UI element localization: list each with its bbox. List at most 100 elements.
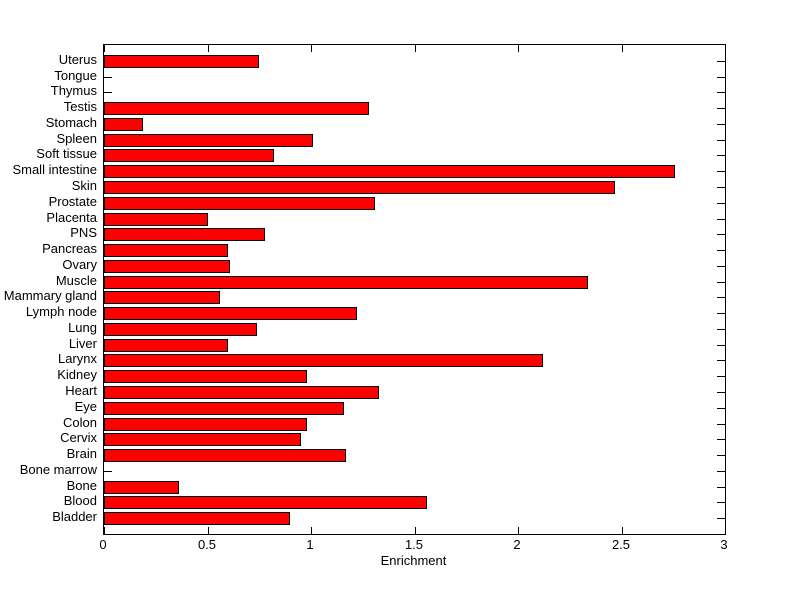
x-tick-label: 1.5 (404, 537, 424, 552)
bar (104, 339, 228, 352)
bar (104, 276, 588, 289)
plot-area (103, 44, 726, 535)
bar (104, 386, 379, 399)
y-axis-label: Small intestine (12, 162, 97, 177)
y-tick-right (717, 155, 725, 156)
y-tick-right (717, 392, 725, 393)
y-tick-right (717, 487, 725, 488)
x-tick-label: 1 (306, 537, 314, 552)
y-axis-label: Blood (63, 493, 97, 508)
y-tick-right (717, 92, 725, 93)
y-tick-right (717, 502, 725, 503)
bar (104, 433, 301, 446)
x-tick-top (622, 45, 623, 52)
bar (104, 449, 346, 462)
bar (104, 291, 220, 304)
y-tick-right (717, 124, 725, 125)
bar (104, 102, 369, 115)
y-axis-label: Uterus (58, 52, 97, 67)
x-tick-bottom (725, 527, 726, 534)
y-tick-right (717, 329, 725, 330)
x-tick-label: 3 (720, 537, 728, 552)
x-tick-bottom (104, 527, 105, 534)
y-axis-label: Soft tissue (36, 146, 97, 161)
y-axis-label: Colon (63, 415, 97, 430)
x-axis-title: Enrichment (380, 553, 447, 568)
bar (104, 55, 259, 68)
y-tick-right (717, 187, 725, 188)
bar (104, 213, 208, 226)
bar (104, 149, 274, 162)
x-tick-bottom (208, 527, 209, 534)
x-tick-top (518, 45, 519, 52)
bar (104, 402, 344, 415)
y-axis-label: PNS (70, 225, 97, 240)
y-tick-right (717, 518, 725, 519)
y-tick-right (717, 282, 725, 283)
y-tick-right (717, 455, 725, 456)
y-tick-right (717, 250, 725, 251)
bar (104, 260, 230, 273)
y-tick-right (717, 108, 725, 109)
bar (104, 181, 615, 194)
bar (104, 496, 427, 509)
y-tick-right (717, 219, 725, 220)
y-tick-right (717, 140, 725, 141)
y-tick-left (104, 92, 112, 93)
bar (104, 197, 375, 210)
bar (104, 354, 543, 367)
x-tick-top (311, 45, 312, 52)
y-axis-label: Brain (66, 446, 97, 461)
x-tick-bottom (622, 527, 623, 534)
y-tick-right (717, 439, 725, 440)
y-axis-label: Bone (66, 478, 97, 493)
bar (104, 307, 357, 320)
y-axis-label: Placenta (46, 210, 97, 225)
y-tick-right (717, 360, 725, 361)
bar (104, 512, 290, 525)
x-tick-label: 2.5 (611, 537, 631, 552)
y-axis-label: Tongue (54, 68, 97, 83)
y-axis-label: Bone marrow (19, 462, 97, 477)
y-tick-right (717, 424, 725, 425)
bar (104, 418, 307, 431)
y-axis-label: Mammary gland (3, 288, 97, 303)
bar (104, 165, 675, 178)
y-axis-label: Pancreas (42, 241, 97, 256)
y-axis-label: Heart (65, 383, 97, 398)
y-axis-label: Kidney (57, 367, 97, 382)
y-axis-label: Cervix (60, 430, 97, 445)
y-tick-right (717, 345, 725, 346)
bar (104, 118, 143, 131)
x-tick-top (104, 45, 105, 52)
y-tick-right (717, 234, 725, 235)
y-axis-label: Skin (71, 178, 97, 193)
bar (104, 134, 313, 147)
x-tick-bottom (415, 527, 416, 534)
y-tick-left (104, 77, 112, 78)
y-tick-right (717, 266, 725, 267)
x-tick-label: 0.5 (197, 537, 217, 552)
bar (104, 370, 307, 383)
x-tick-bottom (311, 527, 312, 534)
y-tick-right (717, 61, 725, 62)
y-axis-label: Larynx (57, 351, 97, 366)
y-axis-label: Prostate (48, 194, 97, 209)
x-tick-bottom (518, 527, 519, 534)
y-axis-label: Eye (74, 399, 97, 414)
y-tick-right (717, 376, 725, 377)
y-tick-left (104, 471, 112, 472)
x-tick-label: 0 (99, 537, 107, 552)
y-tick-right (717, 471, 725, 472)
y-tick-right (717, 171, 725, 172)
y-tick-right (717, 313, 725, 314)
y-axis-label: Bladder (52, 509, 97, 524)
bar (104, 481, 179, 494)
y-axis-label: Lymph node (25, 304, 97, 319)
x-tick-top (415, 45, 416, 52)
y-axis-label: Ovary (62, 257, 97, 272)
y-axis-label: Stomach (45, 115, 97, 130)
bar (104, 323, 257, 336)
x-tick-top (208, 45, 209, 52)
